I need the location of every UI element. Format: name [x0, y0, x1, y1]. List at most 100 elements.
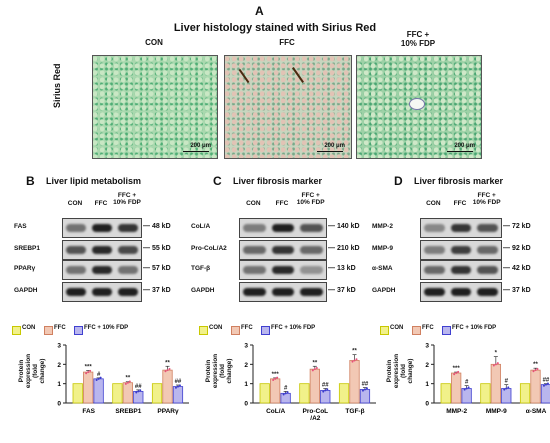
arrow-icon — [238, 68, 250, 84]
legend-swatch — [231, 326, 240, 335]
data-point — [174, 386, 177, 389]
western-blot-band — [243, 246, 266, 254]
western-blot-band — [477, 266, 498, 274]
data-point — [496, 362, 499, 365]
y-tick-label: 0 — [244, 401, 248, 408]
panel-b-letter: B — [26, 174, 35, 188]
data-point — [365, 387, 368, 390]
band-name: FAS — [14, 223, 27, 230]
band-name: MMP-9 — [372, 245, 393, 252]
kd-label: — 48 kD — [143, 223, 171, 230]
data-point — [351, 360, 354, 363]
x-tick-label: /A2 — [310, 415, 321, 422]
data-point — [274, 377, 277, 380]
group-label-con: CON — [145, 38, 163, 47]
kd-label: — 37 kD — [328, 287, 356, 294]
bar — [112, 383, 123, 404]
data-point — [178, 384, 181, 387]
data-point — [137, 390, 140, 393]
bar-chart: 0 1 2 3 *** # MMP-2 * # MMP-9 ** ## α-SMA — [425, 343, 550, 415]
western-blot-band — [92, 224, 112, 232]
data-point — [168, 367, 171, 370]
kd-label: — 72 kD — [503, 223, 531, 230]
data-point — [164, 370, 167, 373]
bar — [299, 383, 310, 404]
data-point — [536, 367, 539, 370]
lane-label: FFC + 10% FDP — [113, 192, 141, 206]
band-name: GAPDH — [372, 287, 396, 294]
western-blot-strip — [239, 240, 327, 260]
data-point — [505, 387, 508, 390]
band-name: MMP-2 — [372, 223, 393, 230]
data-point — [284, 392, 287, 395]
significance-mark: ## — [362, 382, 369, 388]
data-point — [176, 385, 179, 388]
legend-swatch — [412, 326, 421, 335]
panel-c-title: Liver fibrosis marker — [233, 176, 323, 186]
y-tick-label: 1 — [244, 381, 248, 388]
data-point — [457, 370, 460, 373]
data-point — [313, 368, 316, 371]
western-blot-strip — [239, 218, 327, 238]
y-tick-label: 1 — [425, 381, 429, 388]
western-blot-strip — [420, 240, 502, 260]
western-blot-strip — [62, 218, 142, 238]
significance-mark: ** — [165, 360, 170, 366]
significance-mark: ## — [322, 383, 329, 389]
data-point — [311, 369, 314, 372]
lane-label: FFC — [94, 200, 108, 207]
group-label-ffc: FFC — [279, 38, 295, 47]
western-blot-band — [271, 288, 295, 296]
legend-label: FFC — [54, 325, 66, 331]
lane-label: FFC + 10% FDP — [472, 192, 501, 206]
western-blot-band — [271, 246, 295, 254]
western-blot-band — [477, 288, 498, 296]
western-blot-band — [66, 224, 86, 232]
significance-mark: # — [97, 372, 101, 378]
data-point — [355, 358, 358, 361]
western-blot-band — [92, 288, 112, 296]
data-point — [272, 378, 275, 381]
bar — [440, 383, 451, 404]
significance-mark: # — [284, 385, 288, 391]
western-blot-strip — [420, 282, 502, 302]
data-point — [455, 372, 458, 375]
legend-label: FFC — [241, 325, 253, 331]
lane-label: FFC — [275, 200, 289, 207]
bar — [162, 369, 173, 404]
data-point — [503, 388, 506, 391]
x-tick-label: PPARγ — [157, 408, 179, 415]
band-name: PPARγ — [14, 265, 36, 272]
band-name: Pro-CoL/A2 — [191, 245, 227, 252]
scale-bar-line-ffc-fdp — [447, 150, 473, 152]
kd-label: — 55 kD — [143, 245, 171, 252]
legend-swatch — [12, 326, 21, 335]
western-blot-band — [300, 266, 323, 274]
significance-mark: *** — [453, 366, 461, 372]
data-point — [87, 371, 90, 374]
legend-swatch — [442, 326, 451, 335]
western-blot-band — [424, 224, 445, 232]
kd-label: — 92 kD — [503, 245, 531, 252]
data-point — [135, 391, 138, 394]
panel-d: D Liver fibrosis marker CON FFC FFC + 10% FD… — [366, 170, 550, 439]
y-tick-label: 3 — [244, 343, 248, 350]
data-point — [353, 359, 356, 362]
y-tick-label: 0 — [57, 401, 61, 408]
significance-mark: *** — [85, 365, 93, 371]
x-tick-label: MMP-9 — [486, 408, 507, 415]
data-point — [542, 384, 545, 387]
significance-mark: ## — [543, 378, 550, 384]
western-blot-band — [271, 266, 295, 274]
significance-mark: ** — [312, 360, 317, 366]
western-blot-strip — [62, 240, 142, 260]
western-blot-strip — [420, 260, 502, 280]
western-blot-band — [424, 266, 445, 274]
data-point — [532, 370, 535, 373]
data-point — [546, 382, 549, 385]
western-blot-band — [118, 266, 138, 274]
bar — [172, 386, 184, 404]
panel-c: C Liver fibrosis marker CON FFC FFC + 10% FD… — [183, 170, 376, 439]
bar — [83, 371, 94, 404]
bar — [270, 378, 281, 404]
